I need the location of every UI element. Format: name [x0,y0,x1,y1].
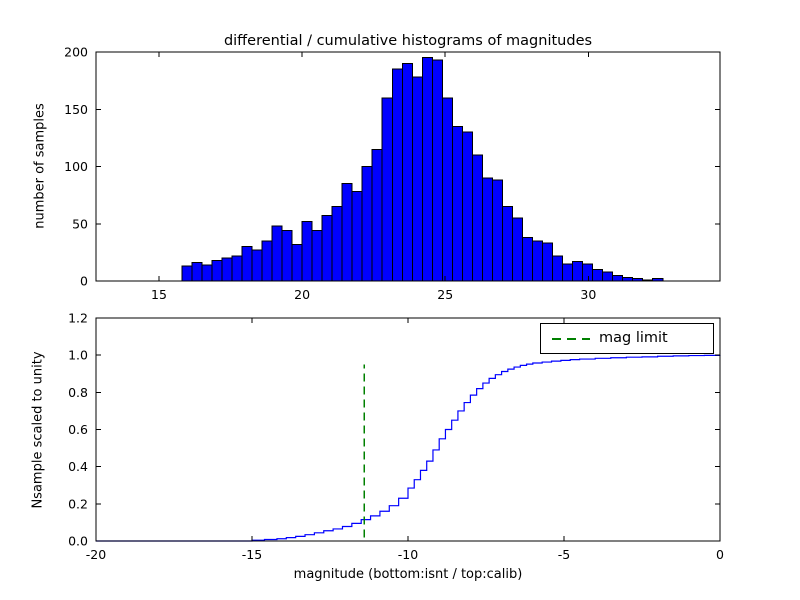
histogram-bar [191,262,203,282]
x-tick-label: 0 [716,547,724,562]
bottom-ylabel: Nsample scaled to unity [30,351,46,509]
x-tick-label: 15 [151,287,167,302]
histogram-bar [261,240,273,282]
y-tick-label: 200 [64,45,88,60]
top-ylabel: number of samples [32,103,48,229]
histogram-bar [461,131,473,282]
dashed-line-icon [552,337,590,340]
y-tick-label: 0.2 [68,496,88,511]
histogram-bar [421,57,433,282]
histogram-bar [431,59,443,282]
histogram-bar [311,230,323,282]
histogram-bar [281,230,293,282]
histogram-bar [532,240,544,282]
y-tick-label: 0.4 [68,459,88,474]
histogram-bar [542,242,554,282]
histogram-bar [211,259,223,282]
histogram-bar [221,257,233,282]
histogram-bar [592,269,604,282]
histogram-bar [552,255,564,282]
x-tick-label: -5 [558,547,570,562]
histogram-bar [582,263,594,282]
x-tick-label: -10 [398,547,418,562]
histogram-bar [331,206,343,282]
histogram-bar [602,271,614,282]
histogram-bar [401,62,413,282]
histogram-bar [301,220,313,282]
x-tick-label: 20 [294,287,310,302]
x-tick-label: -20 [86,547,106,562]
histogram-bar [562,263,574,282]
histogram-bar [572,261,584,282]
histogram-bar [481,177,493,282]
histogram-bar [341,183,353,282]
x-tick-label: -15 [242,547,262,562]
y-tick-label: 0.6 [68,422,88,437]
y-tick-label: 0 [80,274,88,289]
histogram-bar [291,243,303,282]
legend-label: mag limit [599,330,668,347]
histogram-bar [231,255,243,282]
histogram-bar [441,97,453,282]
cumulative-curve [96,354,721,542]
histogram-bar [321,215,333,282]
histogram-bar [622,277,634,282]
y-tick-label: 1.2 [68,311,88,326]
histogram-bar [522,236,534,282]
histogram-bar [491,179,503,282]
x-tick-label: 30 [580,287,596,302]
y-tick-label: 1.0 [68,348,88,363]
histogram-bar [371,148,383,282]
y-tick-label: 0.0 [68,534,88,549]
y-tick-label: 50 [72,216,88,231]
legend: mag limit [540,323,714,354]
histogram-bar [612,274,624,282]
histogram-bar [351,191,363,282]
histogram-bar [451,125,463,282]
histogram-bar [511,217,523,282]
histogram-bar [411,76,423,282]
histogram-bar [361,166,373,282]
x-tick-label: 25 [437,287,453,302]
y-tick-label: 0.8 [68,385,88,400]
y-tick-label: 100 [64,159,88,174]
bottom-xlabel: magnitude (bottom:isnt / top:calib) [293,567,523,582]
histogram-bar [201,264,213,282]
histogram-bar [271,225,283,282]
histogram-bar [181,265,193,282]
histogram-bar [241,246,253,282]
y-tick-label: 150 [64,102,88,117]
histogram-bar [251,249,263,282]
histogram-bar [381,97,393,282]
figure-title: differential / cumulative histograms of … [223,33,593,49]
histogram-bar [471,154,483,282]
histogram-bar [391,68,403,282]
histogram-bar [501,206,513,282]
